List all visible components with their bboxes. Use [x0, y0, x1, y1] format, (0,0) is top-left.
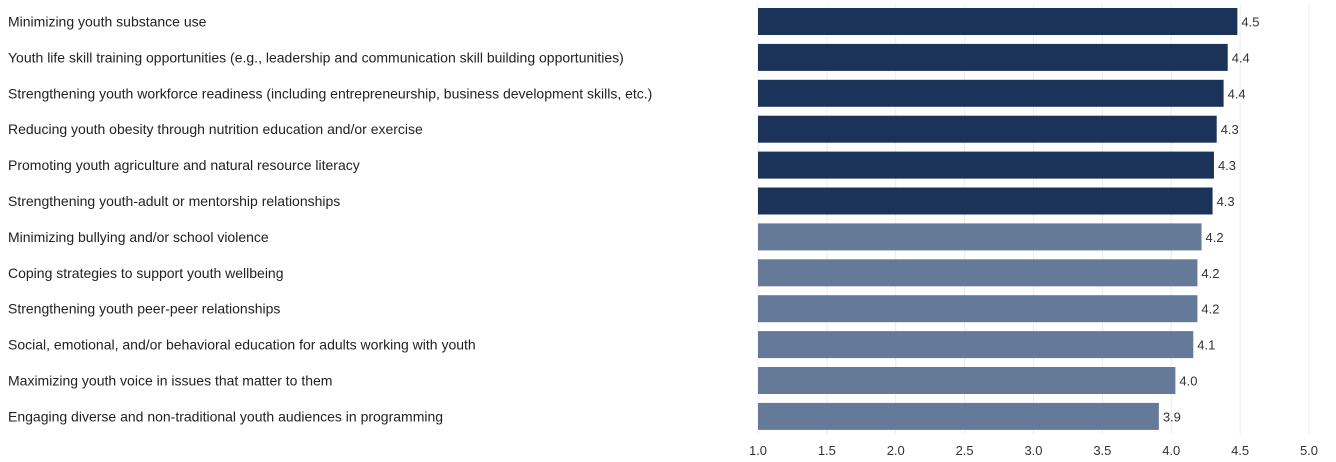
bar — [758, 8, 1238, 35]
category-label: Coping strategies to support youth wellb… — [8, 265, 284, 281]
category-labels: Minimizing youth substance use Youth life… — [8, 14, 652, 425]
category-label: Reducing youth obesity through nutrition… — [8, 121, 423, 137]
value-label: 3.9 — [1163, 409, 1181, 424]
value-label: 4.4 — [1232, 50, 1250, 65]
bars — [758, 8, 1238, 430]
value-labels: 4.5 4.4 4.4 4.3 4.3 4.3 4.2 4.2 4.2 4.1 4.0 3.9 — [1163, 15, 1260, 425]
value-label: 4.2 — [1206, 230, 1224, 245]
x-tick-label: 4.0 — [1162, 443, 1180, 458]
category-label: Youth life skill training opportunities … — [8, 49, 624, 65]
category-label: Strengthening youth peer-peer relationsh… — [8, 301, 280, 317]
category-label: Minimizing youth substance use — [8, 14, 207, 30]
bar — [758, 79, 1224, 107]
value-label: 4.2 — [1201, 302, 1219, 317]
x-tick-label: 3.5 — [1093, 443, 1111, 458]
category-label: Maximizing youth voice in issues that ma… — [8, 373, 332, 389]
value-label: 4.0 — [1179, 374, 1197, 389]
x-tick-label: 4.5 — [1231, 443, 1249, 458]
bar — [758, 223, 1202, 251]
value-label: 4.2 — [1201, 266, 1219, 281]
category-label: Engaging diverse and non-traditional you… — [8, 408, 443, 424]
x-tick-label: 3.0 — [1024, 443, 1042, 458]
bar — [758, 259, 1198, 287]
value-label: 4.3 — [1221, 122, 1239, 137]
category-label: Social, emotional, and/or behavioral edu… — [8, 337, 476, 353]
value-label: 4.3 — [1217, 194, 1235, 209]
x-tick-label: 1.5 — [818, 443, 836, 458]
x-tick-label: 5.0 — [1300, 443, 1318, 458]
x-axis-ticks: 1.0 1.5 2.0 2.5 3.0 3.5 4.0 4.5 5.0 — [749, 443, 1318, 458]
bar — [758, 115, 1217, 143]
bar — [758, 331, 1194, 359]
value-label: 4.4 — [1228, 86, 1246, 101]
grid-lines — [757, 4, 1310, 434]
category-label: Strengthening youth-adult or mentorship … — [8, 193, 340, 209]
category-label: Strengthening youth workforce readiness … — [8, 85, 652, 101]
bar — [758, 367, 1176, 394]
bar — [758, 295, 1198, 323]
x-tick-label: 2.5 — [956, 443, 974, 458]
value-label: 4.5 — [1241, 15, 1259, 30]
category-label: Promoting youth agriculture and natural … — [8, 157, 360, 173]
bar — [758, 187, 1213, 215]
bar — [758, 402, 1159, 430]
bar — [758, 43, 1228, 71]
bar — [758, 151, 1214, 179]
category-label: Minimizing bullying and/or school violen… — [8, 229, 269, 245]
value-label: 4.3 — [1218, 158, 1236, 173]
value-label: 4.1 — [1197, 338, 1215, 353]
x-tick-label: 2.0 — [887, 443, 905, 458]
x-tick-label: 1.0 — [749, 443, 767, 458]
